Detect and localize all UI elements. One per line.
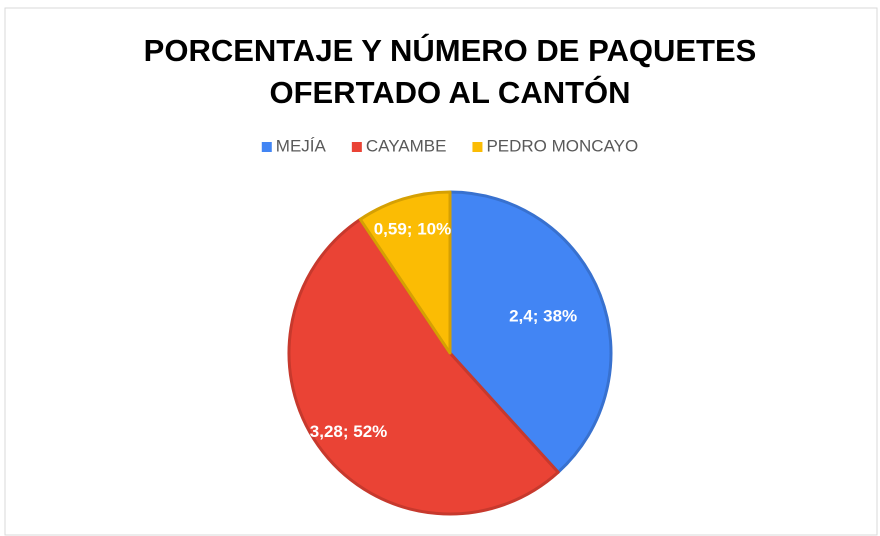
legend-label: MEJÍA — [276, 136, 327, 155]
pie-slice — [358, 190, 452, 355]
legend-swatch — [261, 142, 272, 152]
legend-label: PEDRO MONCAYO — [486, 136, 638, 155]
pie: 2,4; 38% 3,28; 52% 0,59; 10% — [287, 190, 613, 516]
pie-slice — [448, 190, 613, 474]
data-label: 2,4; 38% — [509, 307, 577, 326]
legend-swatch — [351, 142, 362, 152]
legend: MEJÍA CAYAMBE PEDRO MONCAYO — [261, 136, 638, 155]
legend-label: CAYAMBE — [366, 136, 447, 155]
data-label: 3,28; 52% — [310, 422, 388, 441]
pie-slice — [287, 217, 560, 516]
data-label: 0,59; 10% — [374, 219, 452, 238]
chart-title: PORCENTAJE Y NÚMERO DE PAQUETES OFERTADO… — [143, 33, 757, 110]
legend-swatch — [472, 142, 483, 152]
